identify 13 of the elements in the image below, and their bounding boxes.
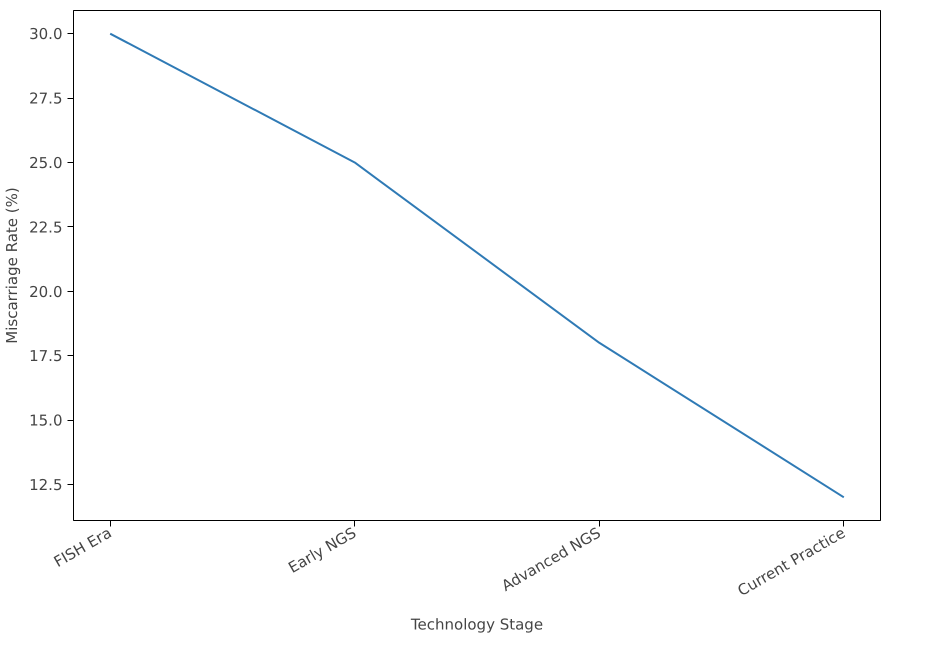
x-tick-label: Early NGS [285,524,360,577]
y-tick-label: 30.0 [29,25,63,44]
y-tick-label: 17.5 [29,347,63,366]
y-axis-title: Miscarriage Rate (%) [3,187,22,344]
y-tick-label: 25.0 [29,154,63,172]
y-tick-label: 20.0 [29,282,63,301]
x-axis-title: Technology Stage [410,616,544,634]
y-tick-label: 22.5 [29,218,63,236]
line-series [109,32,845,498]
y-tick-label: 15.0 [29,412,63,430]
x-tick-label: FISH Era [50,524,115,572]
y-tick-label: 27.5 [29,90,63,108]
y-tick-label: 12.5 [29,476,63,494]
